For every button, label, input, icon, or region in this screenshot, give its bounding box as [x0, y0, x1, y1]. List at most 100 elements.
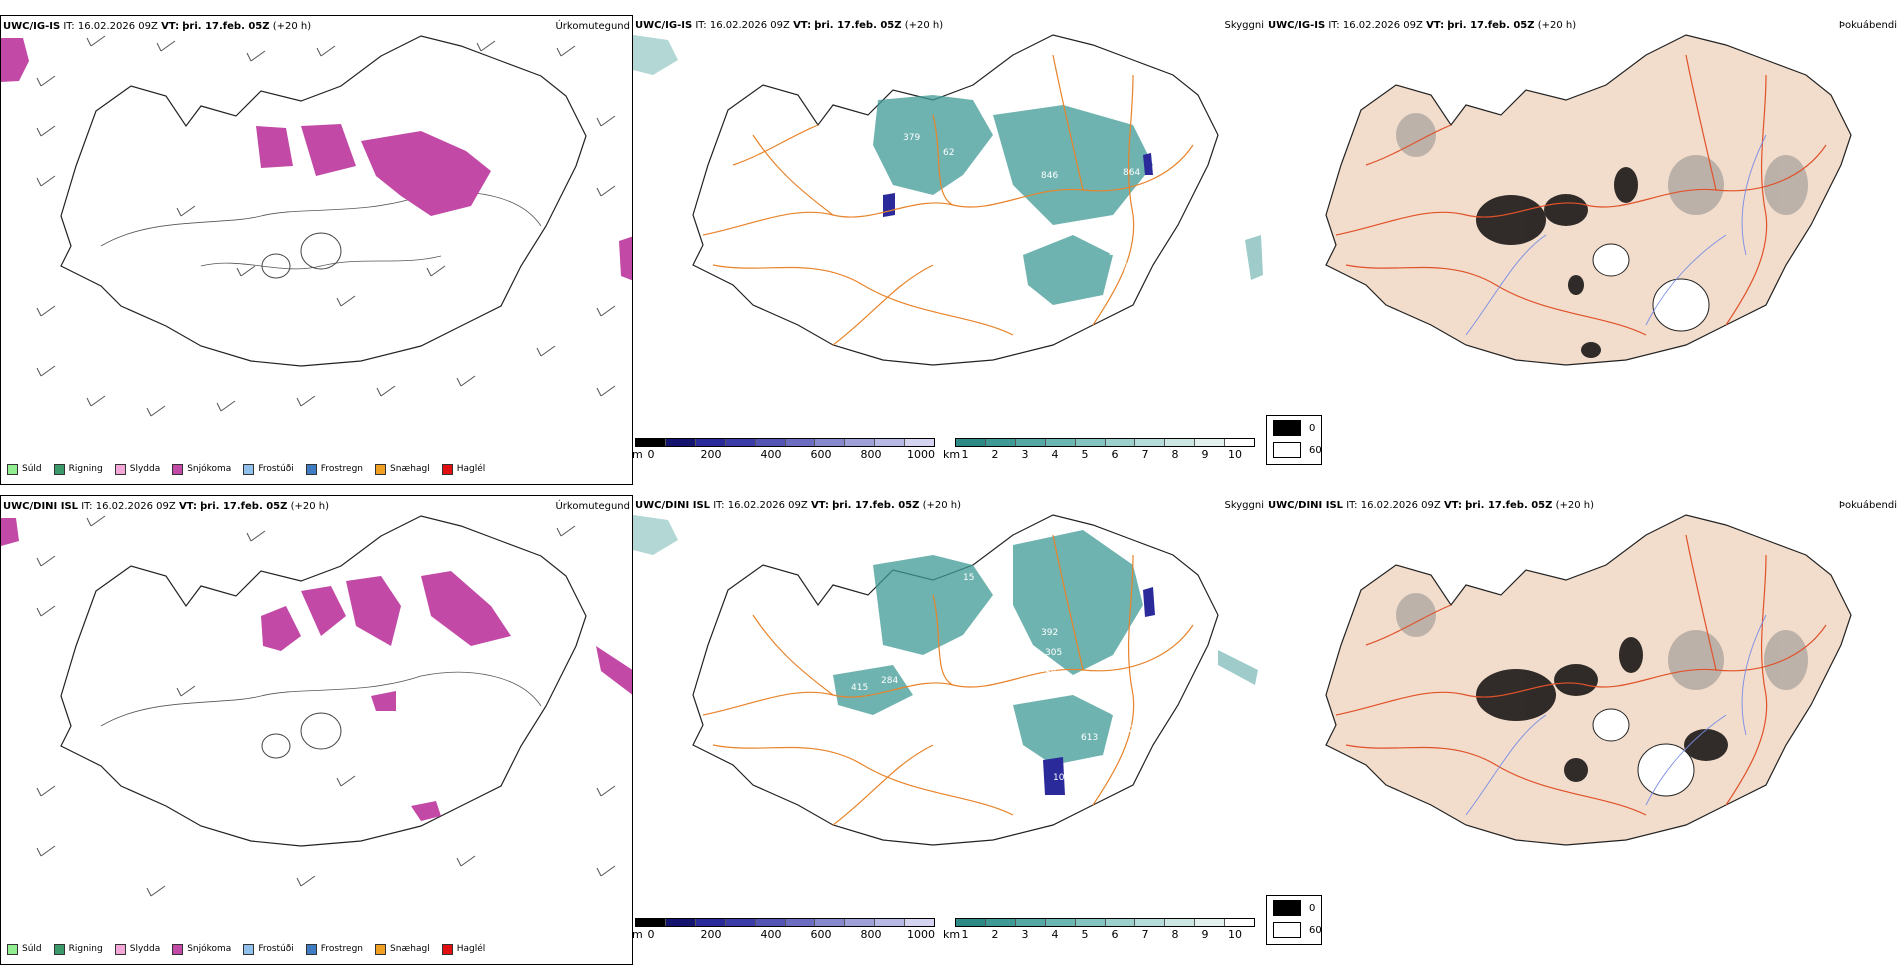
- legend-swatch: [53, 463, 65, 475]
- fog-panel-bottom: UWC/DINI ISL IT: 16.02.2026 09Z VT: þri.…: [1266, 495, 1899, 965]
- legend-swatch: [53, 943, 65, 955]
- teal-cloud-areas: [873, 95, 1153, 305]
- cloud-panel-top: UWC/IG-IS IT: 16.02.2026 09Z VT: þri. 17…: [633, 15, 1266, 485]
- visibility-tick: 5: [1081, 448, 1089, 461]
- lead-time: (+20 h): [1555, 500, 1595, 511]
- vt-label: VT:: [1426, 20, 1445, 31]
- it-label: IT:: [1328, 20, 1340, 31]
- ceiling-value-labels: 15 392 305 210 415 284 26 242 613 104: [851, 573, 1134, 783]
- it-value: 16.02.2026 09Z: [1342, 20, 1423, 31]
- iceland-coastline: [692, 34, 1219, 366]
- panel-header: UWC/DINI ISL IT: 16.02.2026 09Z VT: þri.…: [1268, 499, 1897, 513]
- legend-swatch: [172, 463, 184, 475]
- ceiling-tick: 400: [760, 928, 782, 941]
- ceiling-label: 17: [1117, 263, 1128, 273]
- ceiling-label: 27: [1109, 248, 1120, 258]
- fog-legend-swatch: [1273, 442, 1301, 458]
- visibility-tick: 4: [1051, 928, 1059, 941]
- ceiling-label: 26: [1111, 708, 1123, 718]
- visibility-tick: 1: [961, 928, 969, 941]
- legend-swatch: [441, 463, 453, 475]
- ceiling-tick: 200: [700, 928, 722, 941]
- legend-item: Snæhagl: [375, 943, 430, 955]
- precip-legend: Súld Rigning Slydda Snjókoma Frostúði Fr…: [7, 940, 485, 958]
- fog-map: [1325, 514, 1852, 846]
- it-label: IT:: [63, 21, 75, 32]
- legend-label: Haglél: [456, 464, 486, 474]
- roads: [702, 534, 1194, 826]
- visibility-tick: 10: [1228, 928, 1242, 941]
- ceiling-value-labels: 379 62 846 864 27 17: [903, 133, 1140, 273]
- ceiling-label: 104: [1053, 773, 1070, 783]
- precip-map: [1, 35, 632, 417]
- roads: [702, 54, 1194, 346]
- panel-title: Úrkomutegund: [555, 21, 630, 32]
- snow-areas: [261, 571, 511, 821]
- ceiling-tick: 600: [810, 448, 832, 461]
- legend-item: Snæhagl: [375, 463, 430, 475]
- iceland-land: [1325, 34, 1852, 366]
- model-name: UWC/DINI ISL: [635, 500, 711, 511]
- vt-label: VT:: [1443, 500, 1462, 511]
- ceiling-label: 415: [851, 683, 868, 693]
- wind-barbs: [36, 515, 616, 897]
- visibility-colorbar-labels: km 1 2 3 4 5 6 7 8 9 10: [943, 447, 1255, 461]
- legend-item: Haglél: [441, 463, 486, 475]
- legend-swatch: [305, 463, 317, 475]
- legend-swatch: [375, 463, 387, 475]
- legend-label: Slydda: [129, 464, 161, 474]
- legend-swatch: [243, 943, 255, 955]
- visibility-tick: 2: [991, 928, 999, 941]
- fog-roads: [1335, 54, 1827, 336]
- vt-value: þri. 17.feb. 05Z: [1447, 20, 1535, 31]
- ceiling-label: 242: [1117, 725, 1134, 735]
- legend-item: Slydda: [114, 463, 161, 475]
- legend-label: Snæhagl: [390, 464, 430, 474]
- legend-item: Súld: [7, 943, 42, 955]
- fog-legend: 0 60: [1266, 895, 1322, 945]
- ceiling-colorbar-labels: m 0 200 400 600 800 1000: [633, 447, 935, 461]
- legend-item: Frostúði: [243, 943, 294, 955]
- panel-title: Þokuábendi: [1838, 500, 1897, 511]
- legend-swatch: [375, 943, 387, 955]
- legend-swatch: [7, 463, 18, 475]
- legend-item: Snjókoma: [172, 463, 232, 475]
- visibility-tick: 8: [1171, 928, 1179, 941]
- cloud-map: 15 392 305 210 415 284 26 242 613 104: [633, 514, 1258, 846]
- fog-legend-label: 0: [1309, 902, 1316, 914]
- ceiling-tick: 0: [647, 928, 655, 941]
- rivers: [1465, 614, 1767, 816]
- visibility-tick: 7: [1141, 928, 1149, 941]
- visibility-tick: 3: [1021, 928, 1029, 941]
- ceiling-colorbar: m 0 200 400 600 800 1000: [633, 918, 935, 941]
- visibility-colorbar-labels: km 1 2 3 4 5 6 7 8 9 10: [943, 927, 1255, 941]
- legend-label: Frostúði: [258, 464, 294, 474]
- legend-item: Snjókoma: [172, 943, 232, 955]
- legend-label: Slydda: [129, 944, 161, 954]
- model-name: UWC/DINI ISL: [3, 501, 79, 512]
- legend-item: Frostregn: [305, 463, 364, 475]
- lead-time: (+20 h): [1537, 20, 1577, 31]
- ceiling-tick: 400: [760, 448, 782, 461]
- legend-label: Súld: [22, 944, 42, 954]
- iceland-coastline: [60, 35, 587, 367]
- legend-label: Snjókoma: [187, 944, 232, 954]
- vt-value: þri. 17.feb. 05Z: [1465, 500, 1553, 511]
- visibility-tick: 5: [1081, 928, 1089, 941]
- panel-title: Skyggni: [1224, 500, 1264, 511]
- fog-legend-row: 0: [1273, 900, 1315, 916]
- ceiling-label: 284: [881, 676, 898, 686]
- it-value: 16.02.2026 09Z: [727, 500, 808, 511]
- legend-label: Frostregn: [320, 944, 364, 954]
- model-name: UWC/IG-IS: [3, 21, 61, 32]
- model-name: UWC/IG-IS: [635, 20, 693, 31]
- panel-header: UWC/DINI ISL IT: 16.02.2026 09Z VT: þri.…: [635, 499, 1264, 513]
- visibility-tick: 1: [961, 448, 969, 461]
- legend-item: Frostregn: [305, 943, 364, 955]
- ceiling-colorbar-strip: [635, 918, 935, 927]
- legend-label: Snjókoma: [187, 464, 232, 474]
- fog-map: [1325, 34, 1852, 366]
- legend-label: Frostregn: [320, 464, 364, 474]
- legend-item: Slydda: [114, 943, 161, 955]
- panel-header: UWC/DINI ISL IT: 16.02.2026 09Z VT: þri.…: [3, 500, 630, 514]
